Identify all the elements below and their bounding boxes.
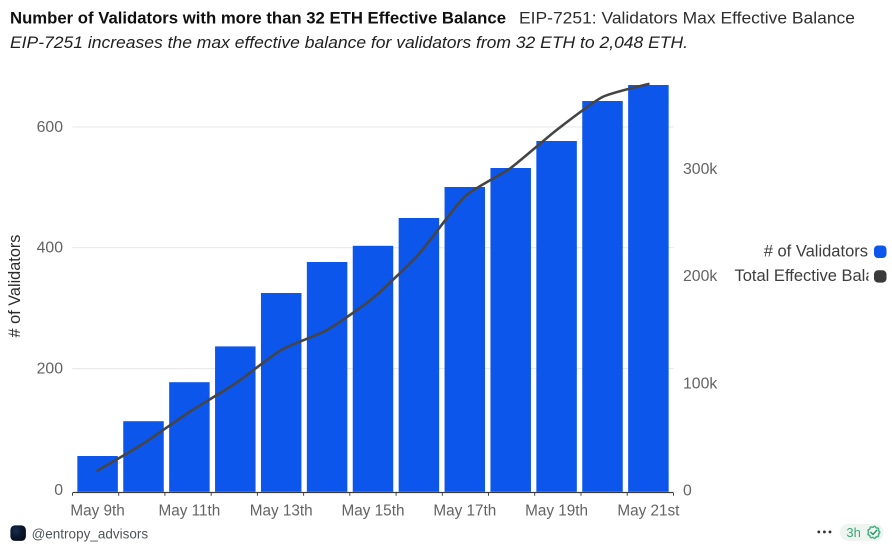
svg-text:3h: 3h (846, 525, 860, 540)
svg-text:EIP-7251 increases the max eff: EIP-7251 increases the max effective bal… (10, 33, 688, 52)
svg-text:200k: 200k (683, 268, 717, 285)
svg-text:600: 600 (37, 119, 64, 136)
svg-text:May 15th: May 15th (342, 502, 405, 519)
svg-text:May 17th: May 17th (433, 502, 496, 519)
svg-text:300k: 300k (683, 161, 717, 178)
svg-text:May 11th: May 11th (159, 502, 221, 519)
svg-text:# of Validators: # of Validators (764, 243, 868, 261)
svg-text:May 9th: May 9th (70, 502, 124, 519)
svg-text:EIP-7251: Validators Max Effec: EIP-7251: Validators Max Effective Balan… (519, 9, 855, 28)
svg-text:400: 400 (37, 240, 64, 257)
svg-text:Total Effective Balance: Total Effective Balance (735, 267, 892, 285)
svg-text:Number of Validators with more: Number of Validators with more than 32 E… (10, 9, 506, 28)
svg-text:0: 0 (683, 483, 692, 500)
svg-text:# of Validators: # of Validators (6, 235, 24, 338)
svg-text:May 19th: May 19th (525, 502, 588, 519)
svg-text:0: 0 (54, 482, 63, 499)
svg-text:100k: 100k (683, 375, 717, 392)
svg-text:May 13th: May 13th (250, 502, 313, 519)
svg-text:May 21st: May 21st (617, 502, 680, 519)
svg-text:200: 200 (37, 361, 64, 378)
svg-text:@entropy_advisors: @entropy_advisors (32, 527, 149, 542)
